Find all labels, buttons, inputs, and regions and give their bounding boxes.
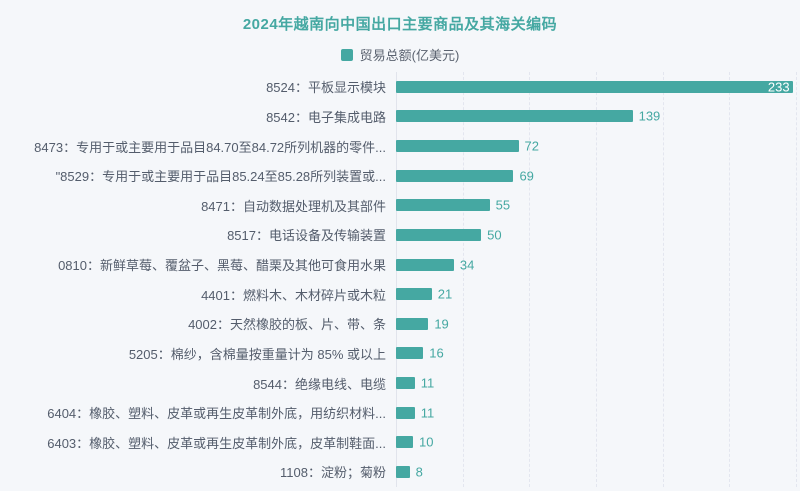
category-label: 8544：绝缘电线、电缆 <box>253 376 386 392</box>
bar-row: 8473：专用于或主要用于品目84.70至84.72所列机器的零件... 72 <box>0 131 800 161</box>
bar: 11 <box>396 405 434 420</box>
bar-value-label: 233 <box>767 79 790 95</box>
bar-track: 11 <box>396 376 796 391</box>
gridline <box>729 72 731 487</box>
y-axis-line <box>396 72 397 487</box>
bar-value-label: 55 <box>495 197 511 213</box>
bar-row: 6403：橡胶、塑料、皮革或再生皮革制外底，皮革制鞋面... 10 <box>0 428 800 458</box>
bar: 19 <box>396 316 449 331</box>
bar: 16 <box>396 346 444 361</box>
legend: 贸易总额(亿美元) <box>0 45 800 64</box>
category-label: 4002：天然橡胶的板、片、带、条 <box>188 317 386 333</box>
bar: 34 <box>396 257 474 272</box>
bar: 50 <box>396 227 502 242</box>
bar-row: 4401：燃料木、木材碎片或木粒 21 <box>0 279 800 309</box>
bar-value-label: 19 <box>434 316 449 332</box>
bar-track: 69 <box>396 168 796 183</box>
bar: 69 <box>396 168 534 183</box>
bar-track: 10 <box>396 435 796 450</box>
bar-value-label: 11 <box>420 405 435 421</box>
category-label: 8524：平板显示模块 <box>266 80 386 96</box>
bar-track: 8 <box>396 464 796 479</box>
bar-track: 19 <box>396 316 796 331</box>
bar-track: 50 <box>396 227 796 242</box>
bar-track: 139 <box>396 109 796 124</box>
bar-row: 8524：平板显示模块 233 <box>0 72 800 102</box>
bar: 55 <box>396 198 510 213</box>
bar-row: "8529：专用于或主要用于品目85.24至85.28所列装置或... 69 <box>0 161 800 191</box>
bar-value-label: 50 <box>487 227 502 243</box>
bar-track: 16 <box>396 346 796 361</box>
bar-row: 6404：橡胶、塑料、皮革或再生皮革制外底，用纺织材料... 11 <box>0 398 800 428</box>
bar-row: 8517：电话设备及传输装置 50 <box>0 220 800 250</box>
bar-row: 1108：淀粉；菊粉 8 <box>0 457 800 487</box>
bar: 10 <box>396 435 433 450</box>
gridline <box>529 72 531 487</box>
bar: 139 <box>396 109 660 124</box>
category-label: 1108：淀粉；菊粉 <box>280 465 386 481</box>
bar-rows: 8524：平板显示模块 233 8542：电子集成电路 139 8473：专用于或主要用… <box>0 72 800 487</box>
bar-track: 233 <box>396 79 796 95</box>
category-label: 8517：电话设备及传输装置 <box>227 228 386 244</box>
bar: 11 <box>396 376 434 391</box>
bar-value-label: 8 <box>415 464 423 480</box>
bar-row: 5205：棉纱，含棉量按重量计为 85% 或以上 16 <box>0 339 800 369</box>
bar: 72 <box>396 139 539 154</box>
grid-layer <box>396 72 797 487</box>
bar: 233 <box>396 79 793 95</box>
bar-track: 34 <box>396 257 796 272</box>
category-label: 6403：橡胶、塑料、皮革或再生皮革制外底，皮革制鞋面... <box>47 435 386 451</box>
legend-swatch-icon <box>340 48 353 61</box>
bar-chart: 8524：平板显示模块 233 8542：电子集成电路 139 8473：专用于或主要用… <box>0 72 800 487</box>
bar-track: 21 <box>396 287 796 302</box>
gridline <box>462 72 464 487</box>
bar-value-label: 11 <box>420 375 435 391</box>
bar-value-label: 21 <box>437 286 453 302</box>
bar-value-label: 16 <box>429 345 444 361</box>
category-label: 5205：棉纱，含棉量按重量计为 85% 或以上 <box>128 346 386 362</box>
category-label: "8529：专用于或主要用于品目85.24至85.28所列装置或... <box>55 169 386 185</box>
bar-track: 11 <box>396 405 796 420</box>
gridline <box>796 72 797 487</box>
bar-value-label: 10 <box>419 434 434 450</box>
category-label: 4401：燃料木、木材碎片或木粒 <box>201 287 386 303</box>
bar-row: 8471：自动数据处理机及其部件 55 <box>0 191 800 221</box>
bar-track: 55 <box>396 198 796 213</box>
category-label: 8473：专用于或主要用于品目84.70至84.72所列机器的零件... <box>34 139 386 155</box>
chart-title: 2024年越南向中国出口主要商品及其海关编码 <box>242 16 558 33</box>
category-label: 0810：新鲜草莓、覆盆子、黑莓、醋栗及其他可食用水果 <box>58 258 386 274</box>
bar-value-label: 72 <box>524 138 540 154</box>
bar-value-label: 69 <box>519 168 534 184</box>
category-label: 6404：橡胶、塑料、皮革或再生皮革制外底，用纺织材料... <box>47 406 386 422</box>
bar-row: 8544：绝缘电线、电缆 11 <box>0 368 800 398</box>
gridline <box>596 72 597 487</box>
bar-value-label: 34 <box>459 257 475 273</box>
bar-row: 0810：新鲜草莓、覆盆子、黑莓、醋栗及其他可食用水果 34 <box>0 250 800 280</box>
gridline <box>662 72 664 487</box>
bar-row: 8542：电子集成电路 139 <box>0 102 800 132</box>
bar-row: 4002：天然橡胶的板、片、带、条 19 <box>0 309 800 339</box>
bar: 8 <box>396 464 423 479</box>
legend-label: 贸易总额(亿美元) <box>359 48 460 63</box>
bar-value-label: 139 <box>638 108 661 124</box>
bar: 21 <box>396 287 452 302</box>
category-label: 8471：自动数据处理机及其部件 <box>201 198 386 214</box>
bar-track: 72 <box>396 139 796 154</box>
category-label: 8542：电子集成电路 <box>266 109 386 125</box>
